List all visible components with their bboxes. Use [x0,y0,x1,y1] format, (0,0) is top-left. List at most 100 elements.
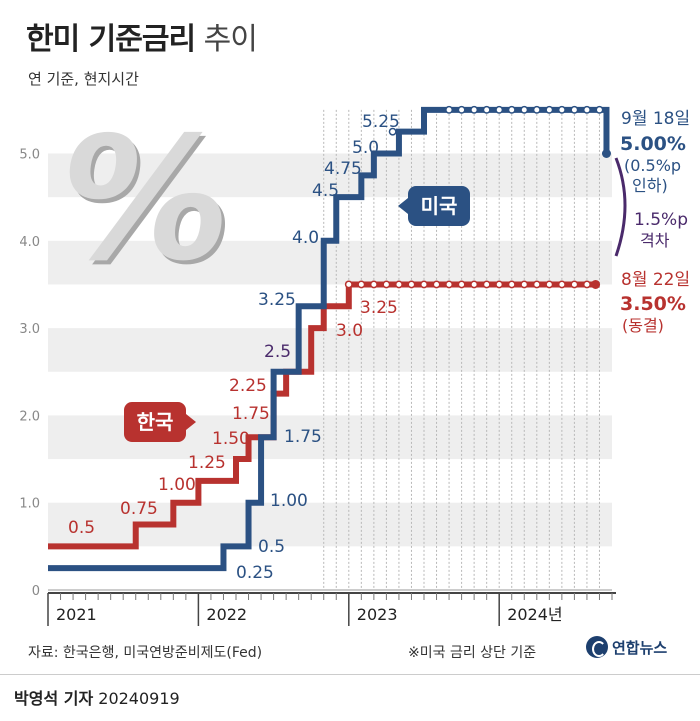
rate-chart: % % 0 1.0 2.0 3.0 4.0 5.0 2021 2022 2023 2024년 0… [19,101,690,626]
korea-rate-label: 3.25 [360,298,398,318]
korea-tag-label: 한국 [137,410,174,434]
korea-point [570,280,579,289]
logo-text: 연합뉴스 [612,638,668,657]
us-point [545,105,554,114]
source-text: 자료: 한국은행, 미국연방준비제도(Fed) [28,645,263,661]
korea-end-value: 3.50% [620,293,686,315]
us-point [532,105,541,114]
us-point [570,105,579,114]
y-tick-label: 1.0 [19,497,40,512]
credit-date: 20240919 [98,689,180,708]
korea-point [507,280,516,289]
us-point [495,105,504,114]
us-rate-label: 0.5 [258,537,285,557]
us-point [595,105,604,114]
callouts: 한국 미국 9월 18일 5.00%(0.5%p인하) 1.5%p격차 8월 22일 3.5… [124,109,690,442]
korea-point [557,280,566,289]
korea-rate-label: 1.25 [188,453,226,473]
us-rate-label: 2.5 [264,342,291,362]
vertical-gridlines [323,109,600,590]
korea-point [495,280,504,289]
note-text: ※미국 금리 상단 기준 [408,645,537,661]
x-axis: 2021 2022 2023 2024년 [47,592,616,626]
korea-tag-pointer [186,414,196,430]
svg-text:%: % [49,105,247,303]
grid-band [48,153,612,198]
percent-icon: % % [46,101,248,303]
korea-rate-label: 3.0 [336,321,363,341]
korea-point [520,280,529,289]
title-light: 추이 [203,22,258,57]
us-rate-label: 4.0 [292,228,319,248]
us-tag-pointer [398,198,408,214]
us-rate-label: 5.25 [362,112,400,132]
data-labels: 0.50.751.001.251.501.752.253.03.250.250.… [68,112,400,583]
x-tick-label: 2023 [357,605,398,624]
korea-point [420,280,428,289]
us-point [457,105,466,114]
korea-point [482,280,491,289]
us-point [388,127,397,136]
korea-end-note: (동결) [622,316,664,335]
korea-point [432,280,441,289]
korea-point [545,280,554,289]
us-point [582,105,591,114]
korea-end-date: 8월 22일 [621,270,690,290]
x-tick-label: 2022 [206,605,247,624]
us-end-point [601,149,611,158]
footer-divider [0,674,700,675]
x-tick-label: 2021 [56,605,97,624]
chart-subtitle: 연 기준, 현지시간 [28,70,139,88]
us-end-note: 인하) [632,176,668,195]
grid-band [48,328,612,372]
korea-rate-label: 0.5 [68,518,95,538]
svg-text:%: % [46,101,244,299]
us-end-value: 5.00% [620,133,686,155]
korea-tag [124,402,186,442]
y-tick-label: 0 [32,584,40,599]
korea-point [344,280,353,289]
y-tick-label: 4.0 [19,235,40,250]
us-point [482,105,491,114]
us-point [445,105,454,114]
gap-label: 격차 [640,231,670,250]
us-point [557,105,566,114]
korea-point [532,280,541,289]
korea-point [407,280,416,289]
us-point [520,105,529,114]
chart-title: 한미 기준금리 추이 [26,14,258,58]
korea-point [382,280,391,289]
reporter: 박영석 기자 [14,689,94,708]
korea-point [457,280,466,289]
y-tick-label: 3.0 [19,322,40,337]
us-end-date: 9월 18일 [621,109,690,129]
series-us [48,105,611,572]
yonhap-logo-icon [586,636,608,658]
us-end-note: (0.5%p [624,156,681,175]
us-point [470,105,479,114]
korea-rate-label: 1.50 [212,429,250,449]
us-rate-label: 1.75 [284,427,322,447]
us-rate-label: 3.25 [258,290,296,310]
korea-end-point [591,279,601,289]
us-rate-label: 1.00 [270,491,308,511]
y-tick-label: 5.0 [19,148,40,163]
us-tag [408,186,470,226]
us-line [48,106,610,572]
grid-band [48,240,612,285]
korea-rate-label: 0.75 [120,499,158,519]
korea-point [394,280,403,289]
us-rate-label: 4.75 [324,159,362,179]
korea-rate-label: 1.75 [232,404,270,424]
korea-rate-label: 1.00 [158,475,196,495]
us-rate-label: 4.5 [312,181,339,201]
x-tick-label: 2024년 [507,605,562,624]
korea-point [357,280,366,289]
korea-rate-label: 2.25 [229,376,267,396]
korea-point [445,280,454,289]
y-tick-label: 2.0 [19,409,40,424]
us-rate-label: 0.25 [236,563,274,583]
gap-label: 1.5%p [634,210,688,230]
korea-point [582,280,591,289]
yonhap-logo: 연합뉴스 [586,636,667,658]
